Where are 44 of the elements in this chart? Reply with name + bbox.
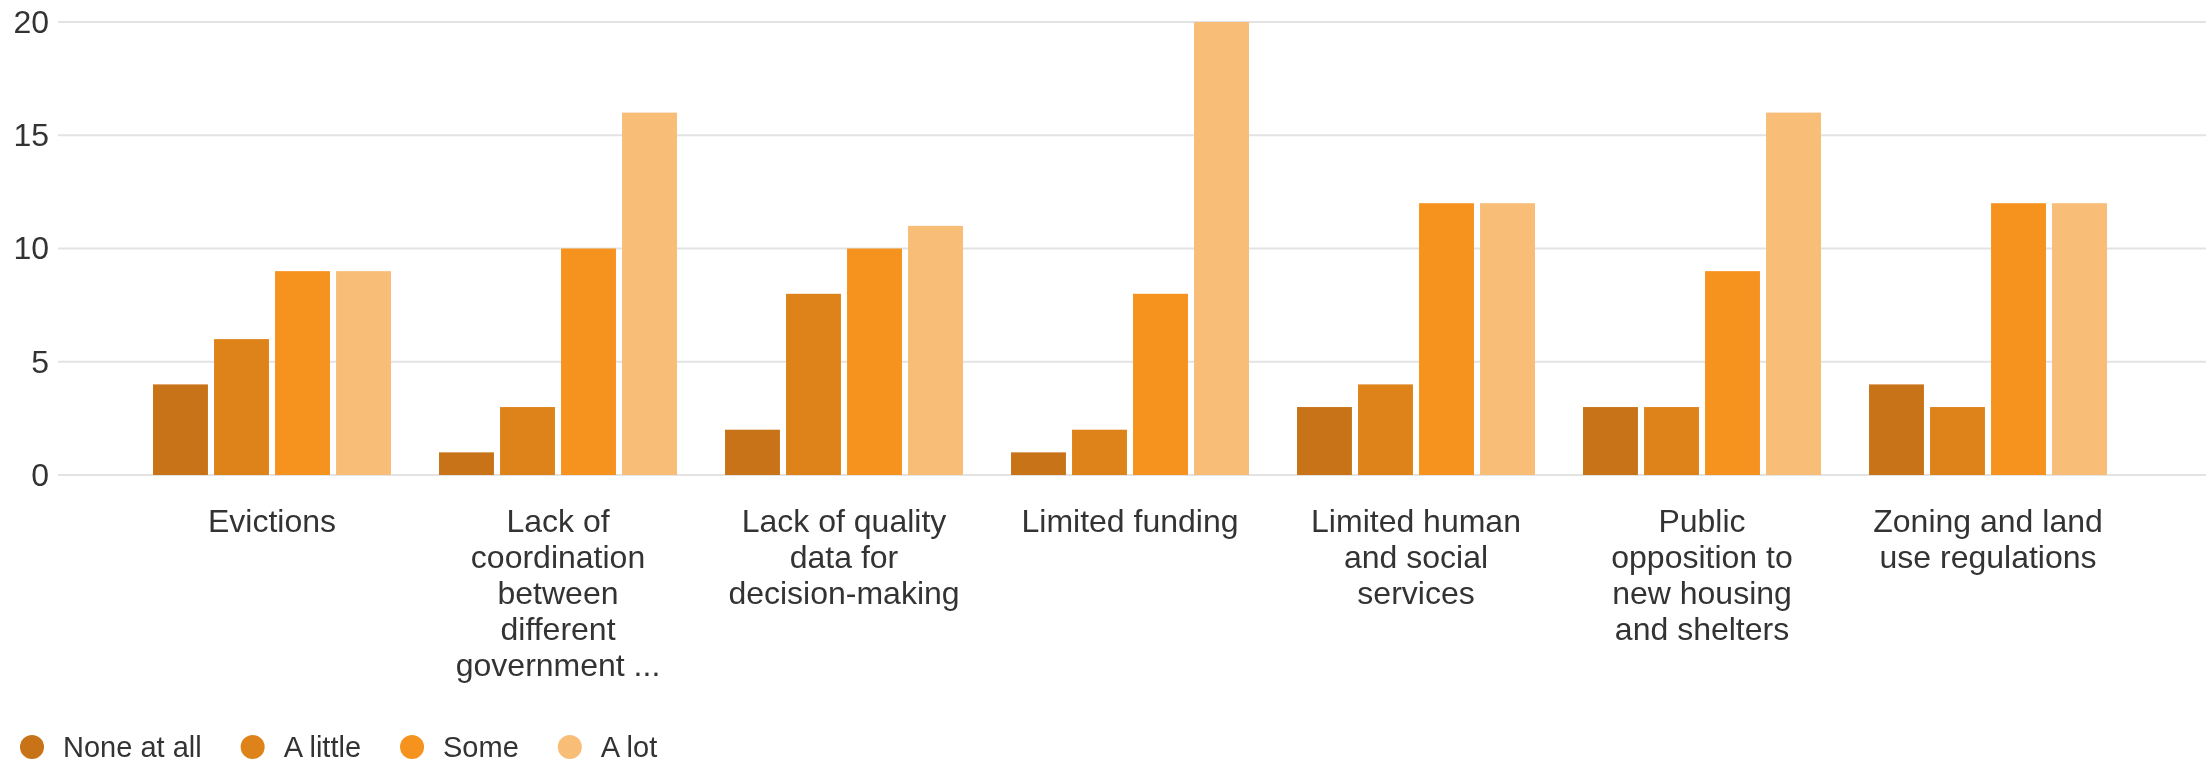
bar <box>1644 407 1699 475</box>
legend-label: None at all <box>63 731 202 763</box>
bar <box>1766 112 1821 475</box>
bar <box>275 271 330 475</box>
bar <box>1072 429 1127 475</box>
bar <box>336 271 391 475</box>
bar <box>622 112 677 475</box>
bar <box>1480 203 1535 475</box>
bar <box>1419 203 1474 475</box>
x-tick-label: Limited human and social services <box>1311 503 1521 611</box>
bar <box>1930 407 1985 475</box>
bar <box>1358 384 1413 475</box>
bar <box>214 339 269 475</box>
legend-label: A little <box>283 731 362 763</box>
bar <box>1991 203 2046 475</box>
bar <box>1011 452 1066 475</box>
x-tick-label: Lack of coordination between different government ... <box>455 503 661 683</box>
bar <box>500 407 555 475</box>
bar <box>1869 384 1924 475</box>
bar <box>561 248 616 475</box>
y-tick-label: 5 <box>31 343 49 380</box>
bar <box>725 429 780 475</box>
legend-label: Some <box>443 731 519 763</box>
x-tick-label: Evictions <box>207 503 337 539</box>
y-tick-label: 15 <box>13 116 49 153</box>
bar <box>847 248 902 475</box>
bar <box>2052 203 2107 475</box>
bar <box>1194 22 1249 475</box>
bar <box>908 225 963 475</box>
y-tick-label: 10 <box>13 230 49 267</box>
bar <box>1133 293 1188 475</box>
bar <box>1705 271 1760 475</box>
legend-label: A lot <box>600 731 658 763</box>
bar <box>1583 407 1638 475</box>
x-tick-label: Public opposition to new housing and shelters <box>1611 503 1793 647</box>
bar <box>786 293 841 475</box>
bar <box>439 452 494 475</box>
x-tick-label: Zoning and land use regulations <box>1873 503 2103 575</box>
bar <box>153 384 208 475</box>
bar <box>1297 407 1352 475</box>
y-tick-label: 20 <box>13 3 49 40</box>
x-tick-label: Limited funding <box>1021 503 1239 539</box>
y-tick-label: 0 <box>31 456 49 493</box>
x-tick-label: Lack of quality data for decision-making <box>728 503 960 611</box>
